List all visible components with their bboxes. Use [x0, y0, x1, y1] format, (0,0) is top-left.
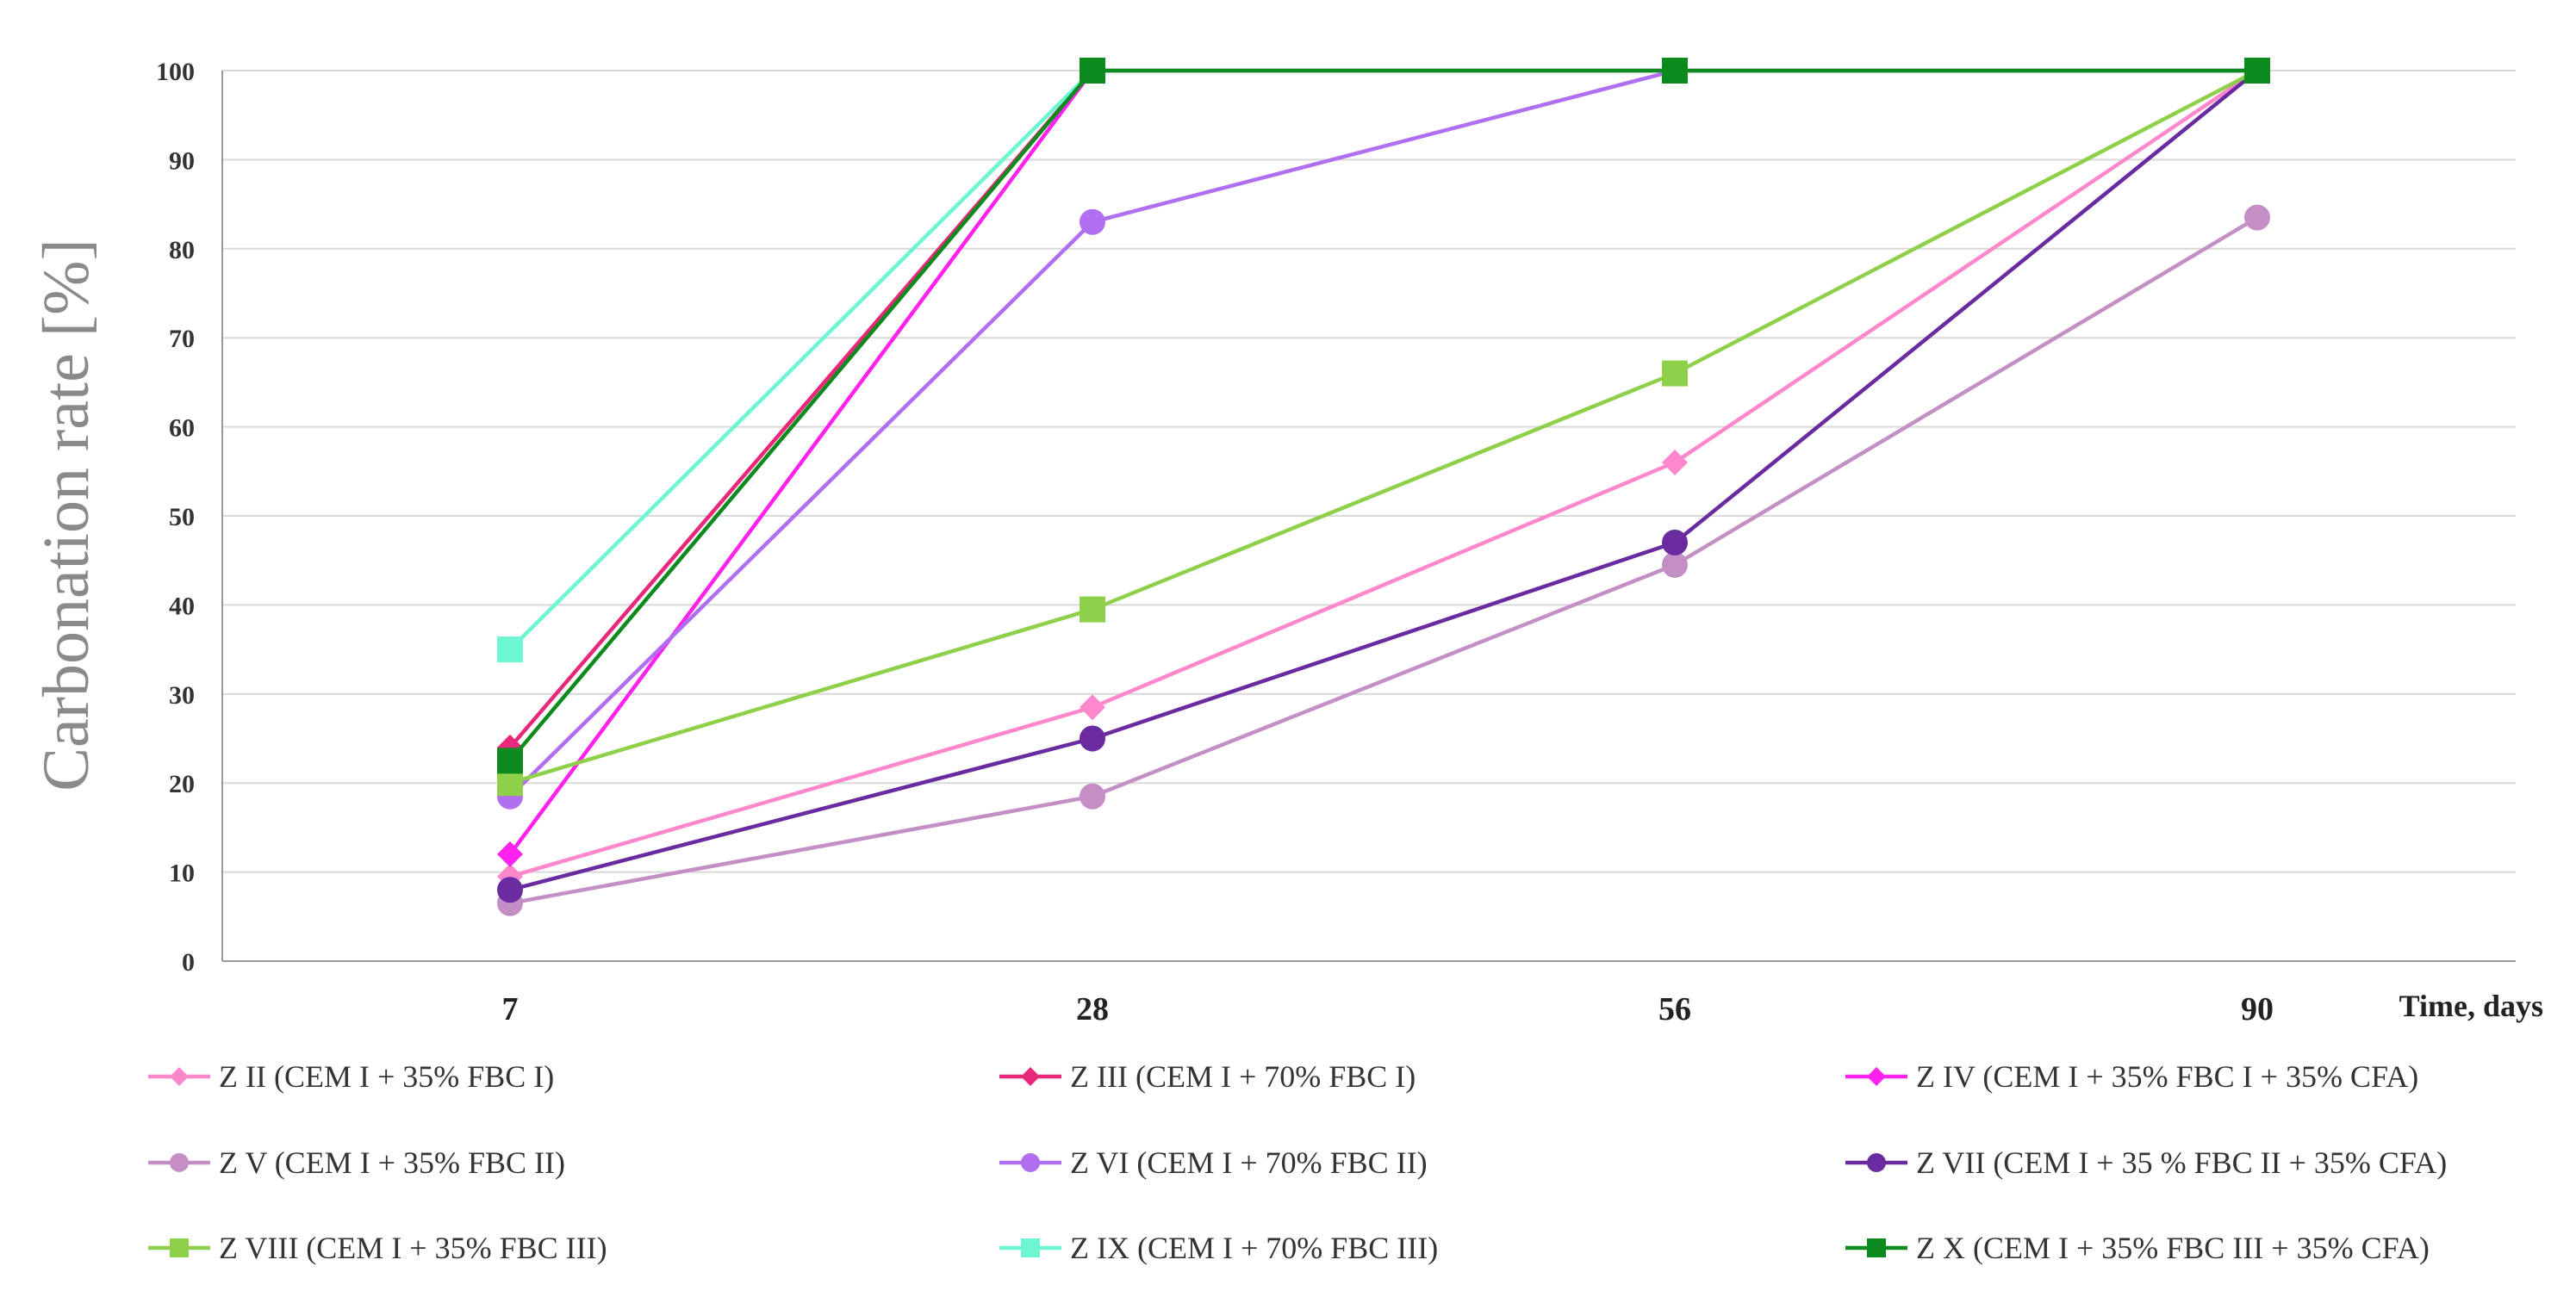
series-line — [508, 68, 2257, 651]
legend-item: Z II (CEM I + 35% FBC I) — [148, 1059, 554, 1094]
x-tick-label: 28 — [1076, 991, 1109, 1027]
legend-label: Z VIII (CEM I + 35% FBC III) — [219, 1231, 607, 1265]
legend-item: Z VI (CEM I + 70% FBC II) — [999, 1145, 1428, 1180]
data-point — [1662, 449, 1688, 475]
data-point — [1662, 530, 1688, 556]
legend-marker — [1867, 1153, 1886, 1172]
legend-label: Z V (CEM I + 35% FBC II) — [219, 1145, 565, 1180]
data-point — [1662, 551, 1688, 578]
series-line — [509, 69, 2259, 878]
series-4 — [497, 204, 2270, 916]
legend-item: Z VII (CEM I + 35 % FBC II + 35% CFA) — [1845, 1145, 2447, 1180]
data-point — [497, 636, 523, 663]
data-point — [1080, 694, 1105, 721]
y-tick-label: 60 — [169, 414, 195, 443]
series-line — [508, 68, 2257, 762]
series-6 — [497, 58, 2270, 903]
legend-marker — [1021, 1238, 1040, 1257]
y-tick-label: 40 — [169, 592, 195, 620]
legend-label: Z VI (CEM I + 70% FBC II) — [1070, 1145, 1428, 1180]
legend-marker — [170, 1067, 189, 1086]
series-line — [508, 68, 2257, 798]
y-tick-label: 0 — [182, 948, 195, 977]
legend-marker — [1867, 1238, 1886, 1257]
series-line — [508, 68, 2257, 856]
y-tick-label: 30 — [169, 681, 195, 710]
legend-marker — [170, 1238, 189, 1257]
data-point — [1662, 58, 1688, 84]
x-axis-title: Time, days — [2399, 989, 2543, 1023]
data-point — [1662, 360, 1688, 387]
y-tick-label: 90 — [169, 146, 195, 175]
y-tick-label: 10 — [169, 859, 195, 888]
series-2 — [497, 58, 2270, 760]
x-axis-ticks: 7 28 56 90 — [502, 991, 2274, 1027]
legend: Z II (CEM I + 35% FBC I) Z III (CEM I + 7… — [148, 1059, 2447, 1265]
data-point — [497, 748, 523, 774]
series-line — [509, 69, 2259, 892]
series-line — [508, 68, 2257, 749]
legend-label: Z III (CEM I + 70% FBC I) — [1070, 1059, 1416, 1094]
series-8 — [497, 58, 2270, 663]
series-line — [509, 69, 2259, 785]
legend-label: Z X (CEM I + 35% FBC III + 35% CFA) — [1916, 1231, 2430, 1265]
series-group — [497, 58, 2270, 916]
y-axis-title: Carbonation rate [%] — [30, 239, 103, 791]
y-tick-label: 50 — [169, 503, 195, 531]
legend-item: Z IV (CEM I + 35% FBC I + 35% CFA) — [1845, 1059, 2418, 1094]
y-tick-label: 100 — [156, 58, 195, 86]
legend-marker — [1021, 1067, 1040, 1086]
legend-marker — [1867, 1067, 1886, 1086]
legend-item: Z IX (CEM I + 70% FBC III) — [999, 1231, 1438, 1265]
legend-label: Z IV (CEM I + 35% FBC I + 35% CFA) — [1916, 1059, 2418, 1094]
legend-item: Z X (CEM I + 35% FBC III + 35% CFA) — [1845, 1231, 2430, 1265]
data-point — [497, 841, 523, 867]
series-9 — [497, 58, 2270, 774]
data-point — [1080, 208, 1105, 235]
series-line — [509, 215, 2259, 906]
y-tick-label: 80 — [169, 236, 195, 264]
y-tick-label: 20 — [169, 770, 195, 798]
data-point — [1080, 596, 1105, 623]
x-tick-label: 7 — [502, 991, 519, 1027]
series-1 — [497, 58, 2270, 890]
data-point — [1080, 725, 1105, 752]
grid-lines — [222, 70, 2516, 873]
legend-item: Z VIII (CEM I + 35% FBC III) — [148, 1231, 607, 1265]
legend-item: Z III (CEM I + 70% FBC I) — [999, 1059, 1416, 1094]
data-point — [497, 770, 523, 797]
legend-label: Z IX (CEM I + 70% FBC III) — [1070, 1231, 1438, 1265]
legend-label: Z VII (CEM I + 35 % FBC II + 35% CFA) — [1916, 1145, 2447, 1180]
legend-label: Z II (CEM I + 35% FBC I) — [219, 1059, 554, 1094]
data-point — [1080, 58, 1105, 84]
data-point — [2244, 58, 2270, 84]
y-tick-label: 70 — [169, 325, 195, 353]
legend-item: Z V (CEM I + 35% FBC II) — [148, 1145, 565, 1180]
data-point — [2244, 204, 2270, 231]
data-point — [1080, 783, 1105, 810]
legend-marker — [1021, 1153, 1040, 1172]
x-tick-label: 90 — [2241, 991, 2274, 1027]
series-5 — [497, 58, 2270, 810]
x-tick-label: 56 — [1658, 991, 1691, 1027]
data-point — [497, 877, 523, 903]
y-axis-ticks: 0 10 20 30 40 50 60 70 80 90 100 — [156, 58, 195, 977]
legend-marker — [170, 1153, 189, 1172]
